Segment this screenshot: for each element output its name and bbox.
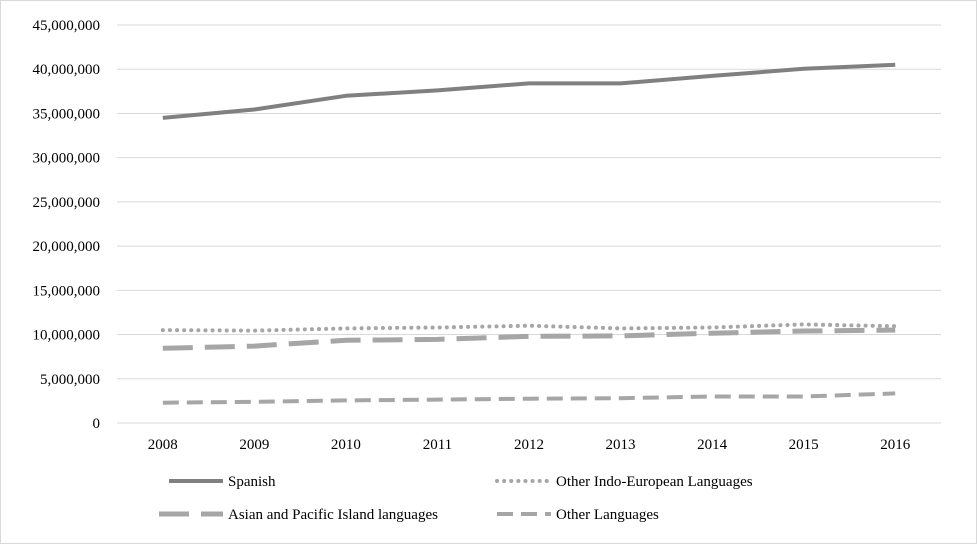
y-tick-label: 20,000,000 — [33, 239, 101, 255]
x-tick-label: 2009 — [239, 437, 269, 453]
y-tick-label: 5,000,000 — [40, 372, 100, 388]
x-tick-label: 2013 — [606, 437, 636, 453]
legend-label-0: Spanish — [228, 474, 276, 490]
legend-label-2: Asian and Pacific Island languages — [228, 507, 438, 523]
y-tick-label: 40,000,000 — [33, 62, 101, 78]
y-tick-label: 35,000,000 — [33, 106, 101, 122]
x-tick-label: 2008 — [148, 437, 178, 453]
axes: 0 5,000,000 10,000,000 15,000,000 20,000,000… — [33, 18, 941, 453]
y-tick-label: 30,000,000 — [33, 151, 101, 167]
x-tick-label: 2010 — [331, 437, 361, 453]
legend-label-1: Other Indo-European Languages — [556, 474, 753, 490]
x-tick-label: 2015 — [789, 437, 819, 453]
y-tick-label: 10,000,000 — [33, 328, 101, 344]
legend: Spanish Other Indo-European Languages Asia… — [159, 474, 753, 523]
y-tick-label: 15,000,000 — [33, 283, 101, 299]
series-line-2 — [162, 327, 896, 351]
y-tick-label: 25,000,000 — [33, 195, 101, 211]
legend-label-3: Other Languages — [556, 507, 659, 523]
x-tick-label: 2011 — [423, 437, 452, 453]
x-tick-label: 2014 — [697, 437, 728, 453]
x-tick-label: 2012 — [514, 437, 544, 453]
y-tick-label: 45,000,000 — [33, 18, 101, 34]
x-tick-label: 2016 — [880, 437, 911, 453]
y-tick-label: 0 — [93, 416, 101, 432]
gridlines — [117, 24, 941, 380]
series-line-1 — [160, 322, 898, 333]
series-lines — [160, 62, 898, 405]
series-line-0 — [162, 62, 896, 120]
series-line-3 — [162, 391, 896, 405]
